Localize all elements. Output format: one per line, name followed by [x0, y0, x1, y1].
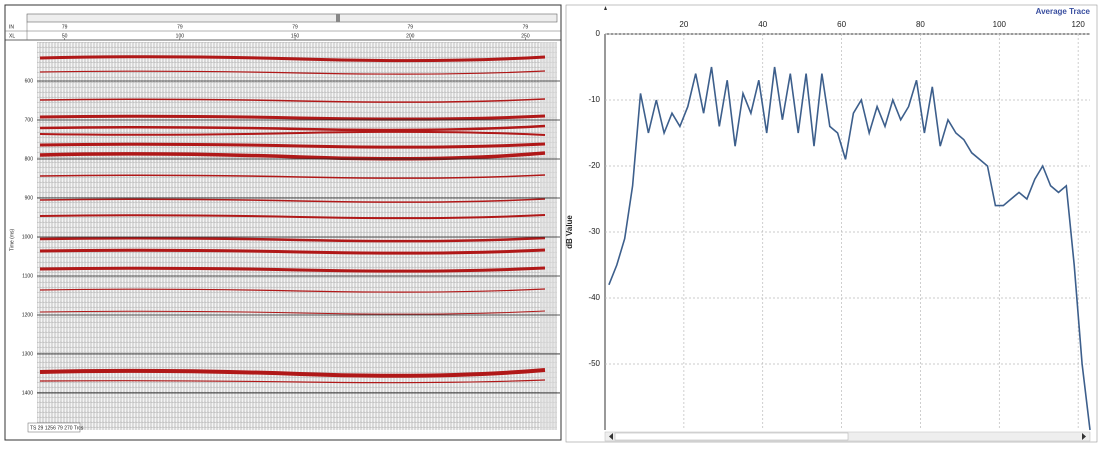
row-label: IN: [9, 24, 14, 30]
seismic-texture: [37, 42, 557, 430]
x-tick-label: 120: [1071, 20, 1085, 29]
x-tick-label: 80: [916, 20, 925, 29]
x-tick-label: 150: [291, 33, 300, 39]
chart-panel: [565, 4, 1098, 443]
y-tick-label: 1400: [22, 390, 33, 396]
x-tick-label: 200: [406, 33, 415, 39]
x-tick-label: 100: [176, 33, 185, 39]
slider[interactable]: [26, 13, 558, 23]
slider-thumb[interactable]: [336, 14, 340, 22]
x-tick-label: 250: [521, 33, 530, 39]
y-tick-label: 800: [25, 156, 34, 162]
y-tick-label: 1300: [22, 351, 33, 357]
y-tick-label: -20: [588, 161, 600, 170]
x-tick-label: 20: [679, 20, 688, 29]
x-tick-label: 60: [837, 20, 846, 29]
x-tick-label: 100: [993, 20, 1007, 29]
chart-title: Average Trace: [1036, 7, 1091, 16]
scroll-up[interactable]: [604, 6, 607, 10]
inline-label: 79: [177, 24, 183, 30]
y-axis-label: dB Value: [565, 215, 574, 249]
row-label: XL: [9, 33, 15, 39]
y-tick-label: 1100: [22, 273, 33, 279]
status-text: TS 29 1256 79 270 Trcs: [30, 425, 84, 431]
reflectors: [39, 55, 546, 384]
y-tick-label: -50: [588, 359, 600, 368]
y-tick-label: 0: [596, 29, 601, 38]
line: [608, 66, 1091, 431]
inline-label: 79: [407, 24, 413, 30]
y-tick-label: 900: [25, 195, 34, 201]
y-tick-label: 700: [25, 117, 34, 123]
y-tick-label: -40: [588, 293, 600, 302]
y-axis-label: Time (ms): [9, 229, 15, 252]
y-tick-label: -10: [588, 95, 600, 104]
y-tick-label: 600: [25, 78, 34, 84]
status-box: [27, 422, 81, 433]
scroll-right[interactable]: [1082, 433, 1086, 440]
inline-label: 79: [292, 24, 298, 30]
inline-label: 79: [62, 24, 68, 30]
x-tick-label: 50: [62, 33, 68, 39]
y-tick-label: 1200: [22, 312, 33, 318]
scroll-left[interactable]: [609, 433, 613, 440]
x-tick-label: 40: [758, 20, 767, 29]
seismic-edge: [540, 42, 557, 430]
y-tick-label: 1000: [22, 234, 33, 240]
inline-label: 79: [523, 24, 529, 30]
y-tick-label: -30: [588, 227, 600, 236]
scroll-thumb[interactable]: [614, 432, 849, 441]
